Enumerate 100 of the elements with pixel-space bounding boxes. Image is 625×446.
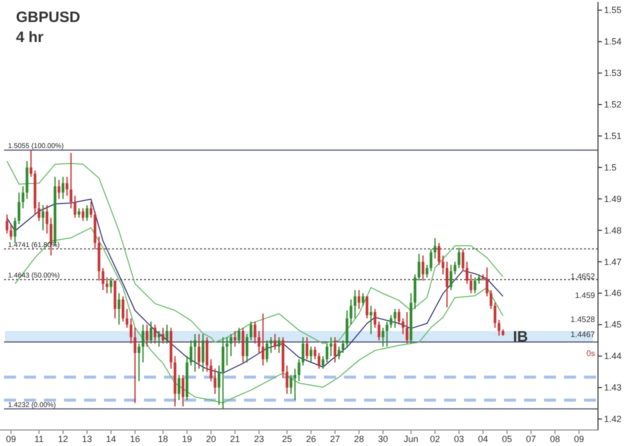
candlestick [178, 374, 180, 401]
candlestick [74, 195, 76, 218]
candlestick [306, 336, 308, 360]
candlestick [30, 150, 32, 178]
candlestick [86, 204, 88, 222]
candlestick [138, 342, 140, 382]
x-tick-label: 19 [182, 434, 192, 444]
x-tick-label: 07 [526, 434, 536, 444]
candlestick [18, 192, 20, 225]
candlestick [38, 201, 40, 222]
text: GBPUSD [16, 9, 80, 26]
candlestick [90, 201, 92, 218]
candlestick [314, 346, 316, 360]
candlestick [378, 320, 380, 341]
candlestick [442, 254, 444, 275]
candlestick [326, 342, 328, 363]
candlestick [386, 320, 388, 348]
x-tick-label: 20 [206, 434, 216, 444]
candlestick [214, 368, 216, 394]
y-tick-label: 1.44 [604, 351, 622, 362]
candlestick [398, 308, 400, 326]
candlestick [494, 302, 496, 328]
x-tick-label: 25 [282, 434, 292, 444]
line-series [6, 160, 504, 344]
y-tick-label: 1.53 [604, 68, 622, 78]
band-label: IB [513, 328, 528, 346]
candlestick [82, 208, 84, 222]
x-tick-label: 08 [550, 434, 560, 444]
candlestick [370, 305, 372, 335]
candlestick [262, 313, 264, 366]
candlestick [194, 333, 196, 372]
y-tick-label: 1.48 [604, 225, 622, 236]
candlestick [122, 296, 124, 322]
candlestick [390, 314, 392, 328]
annotation: 1.4528 [570, 315, 596, 324]
candlestick [210, 358, 212, 382]
candlestick [130, 318, 132, 344]
candlestick [78, 208, 80, 218]
candlestick [362, 292, 364, 306]
candlestick [478, 274, 480, 284]
candlestick [166, 324, 168, 344]
candlestick [350, 298, 352, 326]
y-tick-label: 1.43 [604, 382, 622, 393]
y-tick-label: 1.55 [604, 5, 622, 16]
candlestick [338, 346, 340, 360]
candlestick [118, 292, 120, 326]
y-tick-label: 1.52 [604, 100, 622, 110]
candlestick [290, 374, 292, 394]
candlestick [330, 336, 332, 357]
candlestick [426, 264, 428, 278]
candlestick [294, 368, 296, 401]
candlestick [154, 324, 156, 344]
y-tick-label: 1.54 [604, 36, 622, 47]
x-tick-label: 14 [106, 434, 116, 444]
candlestick [474, 276, 476, 294]
candlestick [466, 261, 468, 284]
candlestick [66, 176, 68, 196]
candlestick [254, 320, 256, 344]
y-tick-label: 1.49 [604, 194, 622, 204]
candlestick [126, 308, 128, 328]
x-tick-label: 12 [58, 434, 68, 444]
candlestick [462, 248, 464, 272]
candlestick [358, 289, 360, 310]
candlestick [246, 333, 248, 363]
y-tick-label: 1.47 [604, 256, 622, 267]
x-tick-label: 09 [6, 434, 16, 444]
x-tick-label: 30 [378, 434, 388, 444]
candlestick [230, 333, 232, 357]
annotation: 1.459 [574, 291, 596, 300]
candlestick [430, 248, 432, 272]
candlestick [434, 238, 436, 260]
candlestick [418, 253, 420, 282]
candlestick [470, 274, 472, 294]
annotation: 1.4652 [570, 272, 596, 281]
candlestick [438, 242, 440, 266]
candlestick [310, 346, 312, 363]
candlestick [226, 336, 228, 366]
candlestick [486, 266, 488, 297]
candlestick [46, 204, 48, 234]
x-tick-label: 28 [354, 434, 364, 444]
candlestick [266, 340, 268, 363]
candlestick [422, 254, 424, 282]
y-tick-label: 1.51 [604, 130, 622, 141]
candlestick [454, 261, 456, 275]
y-tick-label: 1.5 [604, 162, 617, 172]
candlestick [62, 176, 64, 200]
candlestick [234, 330, 236, 348]
candlestick [342, 340, 344, 354]
candlestick [318, 352, 320, 370]
x-tick-label: 09 [574, 434, 584, 444]
candlestick [374, 308, 376, 328]
candlestick [202, 333, 204, 372]
candlestick [402, 318, 404, 335]
y-tick-label: 1.45 [604, 320, 622, 330]
candlestick [218, 364, 220, 406]
candlestick [146, 324, 148, 348]
candlestick [190, 340, 192, 366]
x-tick-label: 11 [34, 434, 44, 444]
text: 4 hr [16, 29, 44, 46]
candlestick [394, 308, 396, 328]
